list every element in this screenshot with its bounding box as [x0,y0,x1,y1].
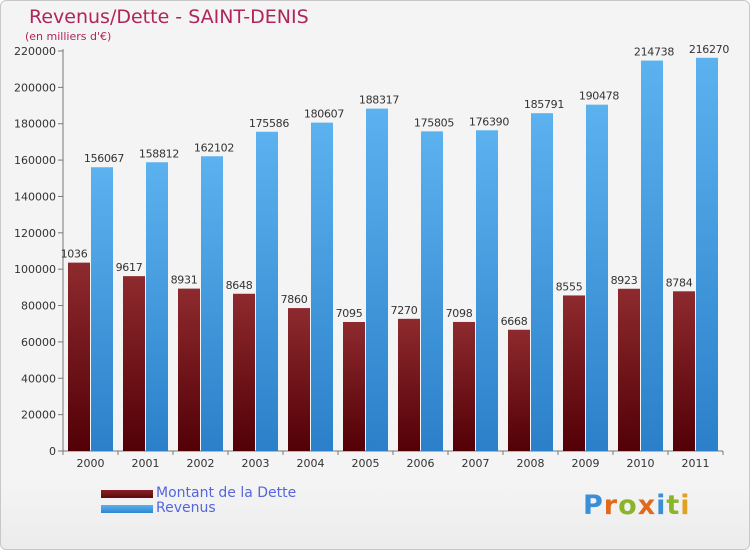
data-label-revenus-2004: 180607 [304,108,344,121]
x-tick-label-2008: 2008 [517,457,545,470]
logo-letter: t [666,490,681,521]
y-tick-label: 80000 [21,300,56,313]
data-label-revenus-2005: 188317 [359,94,399,107]
x-tick-label-2007: 2007 [462,457,490,470]
bar-dette-2009 [563,295,585,451]
y-tick-label: 0 [49,445,56,458]
data-label-dette-2003: 8648 [226,279,253,292]
bar-revenus-2002 [201,156,223,451]
bar-revenus-2000 [91,167,113,451]
x-tick-label-2006: 2006 [407,457,435,470]
x-tick-label-2011: 2011 [682,457,710,470]
data-label-revenus-2008: 185791 [524,98,564,111]
bar-revenus-2001 [146,162,168,451]
x-tick-label-2005: 2005 [352,457,380,470]
bar-revenus-2007 [476,130,498,452]
data-label-revenus-2006: 175805 [414,116,454,129]
bar-dette-2004 [288,308,310,451]
chart-subtitle: (en milliers d'€) [25,30,112,43]
bar-dette-2007 [453,321,475,451]
y-tick-label: 180000 [14,118,56,131]
logo-letter: r [603,490,619,521]
bar-dette-2011 [673,291,695,451]
proxiti-logo: Proxiti [583,490,691,521]
data-label-dette-2006: 7270 [391,304,418,317]
bar-revenus-2010 [641,60,663,452]
logo-letter: P [583,490,604,521]
x-tick-label-2002: 2002 [187,457,215,470]
y-tick-label: 140000 [14,190,56,203]
x-tick-label-2009: 2009 [572,457,600,470]
bar-revenus-2006 [421,131,443,451]
bar-dette-2005 [343,322,365,451]
logo-letter: i [680,490,691,521]
bar-dette-2010 [618,288,640,451]
data-label-dette-2005: 7095 [336,307,363,320]
legend-swatch-revenus [101,505,153,513]
data-label-dette-2009: 8555 [556,280,583,293]
x-tick-label-2003: 2003 [242,457,270,470]
y-tick-label: 40000 [21,372,56,385]
legend-label-revenus: Revenus [156,500,216,516]
data-label-revenus-2011: 216270 [689,43,729,56]
data-label-revenus-2003: 175586 [249,117,289,130]
y-tick-label: 220000 [14,45,56,58]
logo-letter: i [656,490,667,521]
x-tick-label-2000: 2000 [77,457,105,470]
legend-swatch-dette [101,490,153,498]
logo-letter: x [637,490,657,521]
data-label-dette-2007: 7098 [446,307,473,320]
data-label-dette-2008: 6668 [501,315,528,328]
bar-dette-2000 [68,262,90,451]
bar-dette-2006 [398,318,420,451]
bar-revenus-2003 [256,131,278,451]
data-label-dette-2000: 1036 [61,248,88,261]
bar-revenus-2008 [531,113,553,451]
bar-revenus-2011 [696,57,718,451]
x-tick-label-2004: 2004 [297,457,325,470]
y-tick-label: 20000 [21,409,56,422]
bar-revenus-2009 [586,104,608,451]
data-label-dette-2001: 9617 [116,261,143,274]
legend-label-dette: Montant de la Dette [156,485,297,501]
data-label-dette-2002: 8931 [171,274,198,287]
data-label-revenus-2001: 158812 [139,147,179,160]
y-tick-label: 160000 [14,154,56,167]
bar-dette-2003 [233,293,255,451]
data-label-dette-2011: 8784 [666,276,693,289]
data-label-dette-2010: 8923 [611,274,638,287]
bar-revenus-2004 [311,122,333,452]
bar-dette-2001 [123,276,145,451]
y-tick-label: 120000 [14,227,56,240]
bar-dette-2002 [178,288,200,451]
x-tick-label-2001: 2001 [132,457,160,470]
chart-title: Revenus/Dette - SAINT-DENIS [29,6,309,28]
data-label-revenus-2007: 176390 [469,115,509,128]
x-tick-label-2010: 2010 [627,457,655,470]
data-label-revenus-2002: 162102 [194,141,234,154]
data-label-revenus-2009: 190478 [579,90,619,103]
data-label-dette-2004: 7860 [281,293,308,306]
y-tick-label: 200000 [14,81,56,94]
y-tick-label: 60000 [21,336,56,349]
y-tick-label: 100000 [14,263,56,276]
logo-letter: o [618,490,638,521]
bar-dette-2008 [508,329,530,451]
data-label-revenus-2010: 214738 [634,46,674,59]
bar-revenus-2005 [366,108,388,451]
data-label-revenus-2000: 156067 [84,152,124,165]
